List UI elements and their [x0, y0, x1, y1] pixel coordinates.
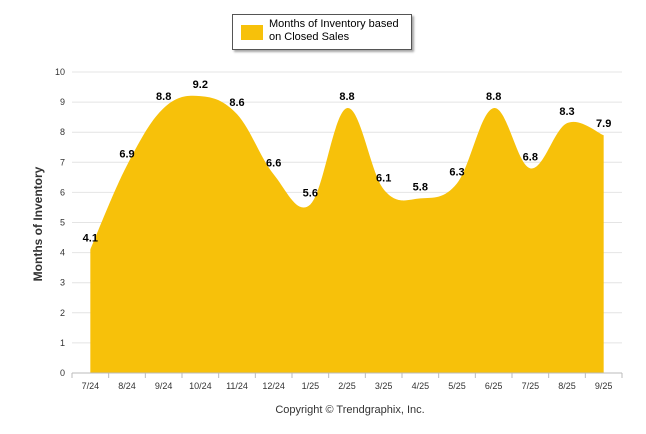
data-label: 7.9: [596, 118, 611, 130]
y-tick-label: 9: [60, 97, 65, 107]
data-label: 6.3: [449, 166, 464, 178]
legend-label: Months of Inventory based on Closed Sale…: [269, 18, 399, 43]
x-tick-label: 10/24: [189, 381, 212, 391]
area-fill: [90, 95, 604, 373]
data-label: 5.8: [413, 181, 428, 193]
x-tick-label: 3/25: [375, 381, 393, 391]
y-tick-label: 6: [60, 187, 65, 197]
x-tick-label: 5/25: [448, 381, 466, 391]
data-label: 9.2: [193, 79, 208, 91]
y-tick-label: 0: [60, 368, 65, 378]
y-tick-label: 3: [60, 278, 65, 288]
data-label: 6.1: [376, 172, 391, 184]
area-series: [90, 95, 604, 373]
x-tick-label: 11/24: [226, 381, 248, 391]
x-tick-label: 9/25: [595, 381, 613, 391]
data-label: 8.8: [486, 91, 501, 103]
data-labels: 4.1 6.9 8.8 9.2 8.6 6.6 5.6 8.8 6.1 5.8 6.3 8.8 6.8 8…: [83, 79, 612, 245]
x-tick-label: 4/25: [412, 381, 430, 391]
data-label: 8.8: [339, 91, 354, 103]
y-tick-label: 5: [60, 218, 65, 228]
x-tick-label: 2/25: [338, 381, 356, 391]
x-tick-label: 7/24: [82, 381, 100, 391]
copyright-text: Copyright © Trendgraphix, Inc.: [275, 404, 424, 416]
axes: 0 1 2 3 4 5 6 7 8 9 10 7/24 8/24 9/24 10/24 11/24 12/24 1…: [55, 67, 623, 391]
data-label: 4.1: [83, 233, 98, 245]
x-tick-label: 8/24: [118, 381, 136, 391]
data-label: 6.6: [266, 157, 281, 169]
x-tick-label: 6/25: [485, 381, 503, 391]
x-tick-label: 8/25: [558, 381, 576, 391]
legend[interactable]: Months of Inventory based on Closed Sale…: [232, 14, 412, 50]
x-tick-label: 1/25: [302, 381, 320, 391]
data-label: 8.3: [559, 106, 574, 118]
x-tick-label: 9/24: [155, 381, 173, 391]
y-tick-label: 10: [55, 67, 65, 77]
y-tick-label: 4: [60, 248, 65, 258]
y-tick-label: 7: [60, 157, 65, 167]
y-tick-label: 1: [60, 338, 65, 348]
data-label: 5.6: [303, 187, 318, 199]
legend-swatch: [241, 25, 263, 40]
y-axis-title: Months of Inventory: [31, 166, 45, 281]
x-tick-label: 12/24: [262, 381, 285, 391]
data-label: 6.8: [523, 151, 538, 163]
data-label: 8.6: [229, 97, 244, 109]
y-tick-label: 8: [60, 127, 65, 137]
data-label: 8.8: [156, 91, 171, 103]
y-tick-label: 2: [60, 308, 65, 318]
data-label: 6.9: [119, 148, 134, 160]
x-tick-label: 7/25: [522, 381, 540, 391]
